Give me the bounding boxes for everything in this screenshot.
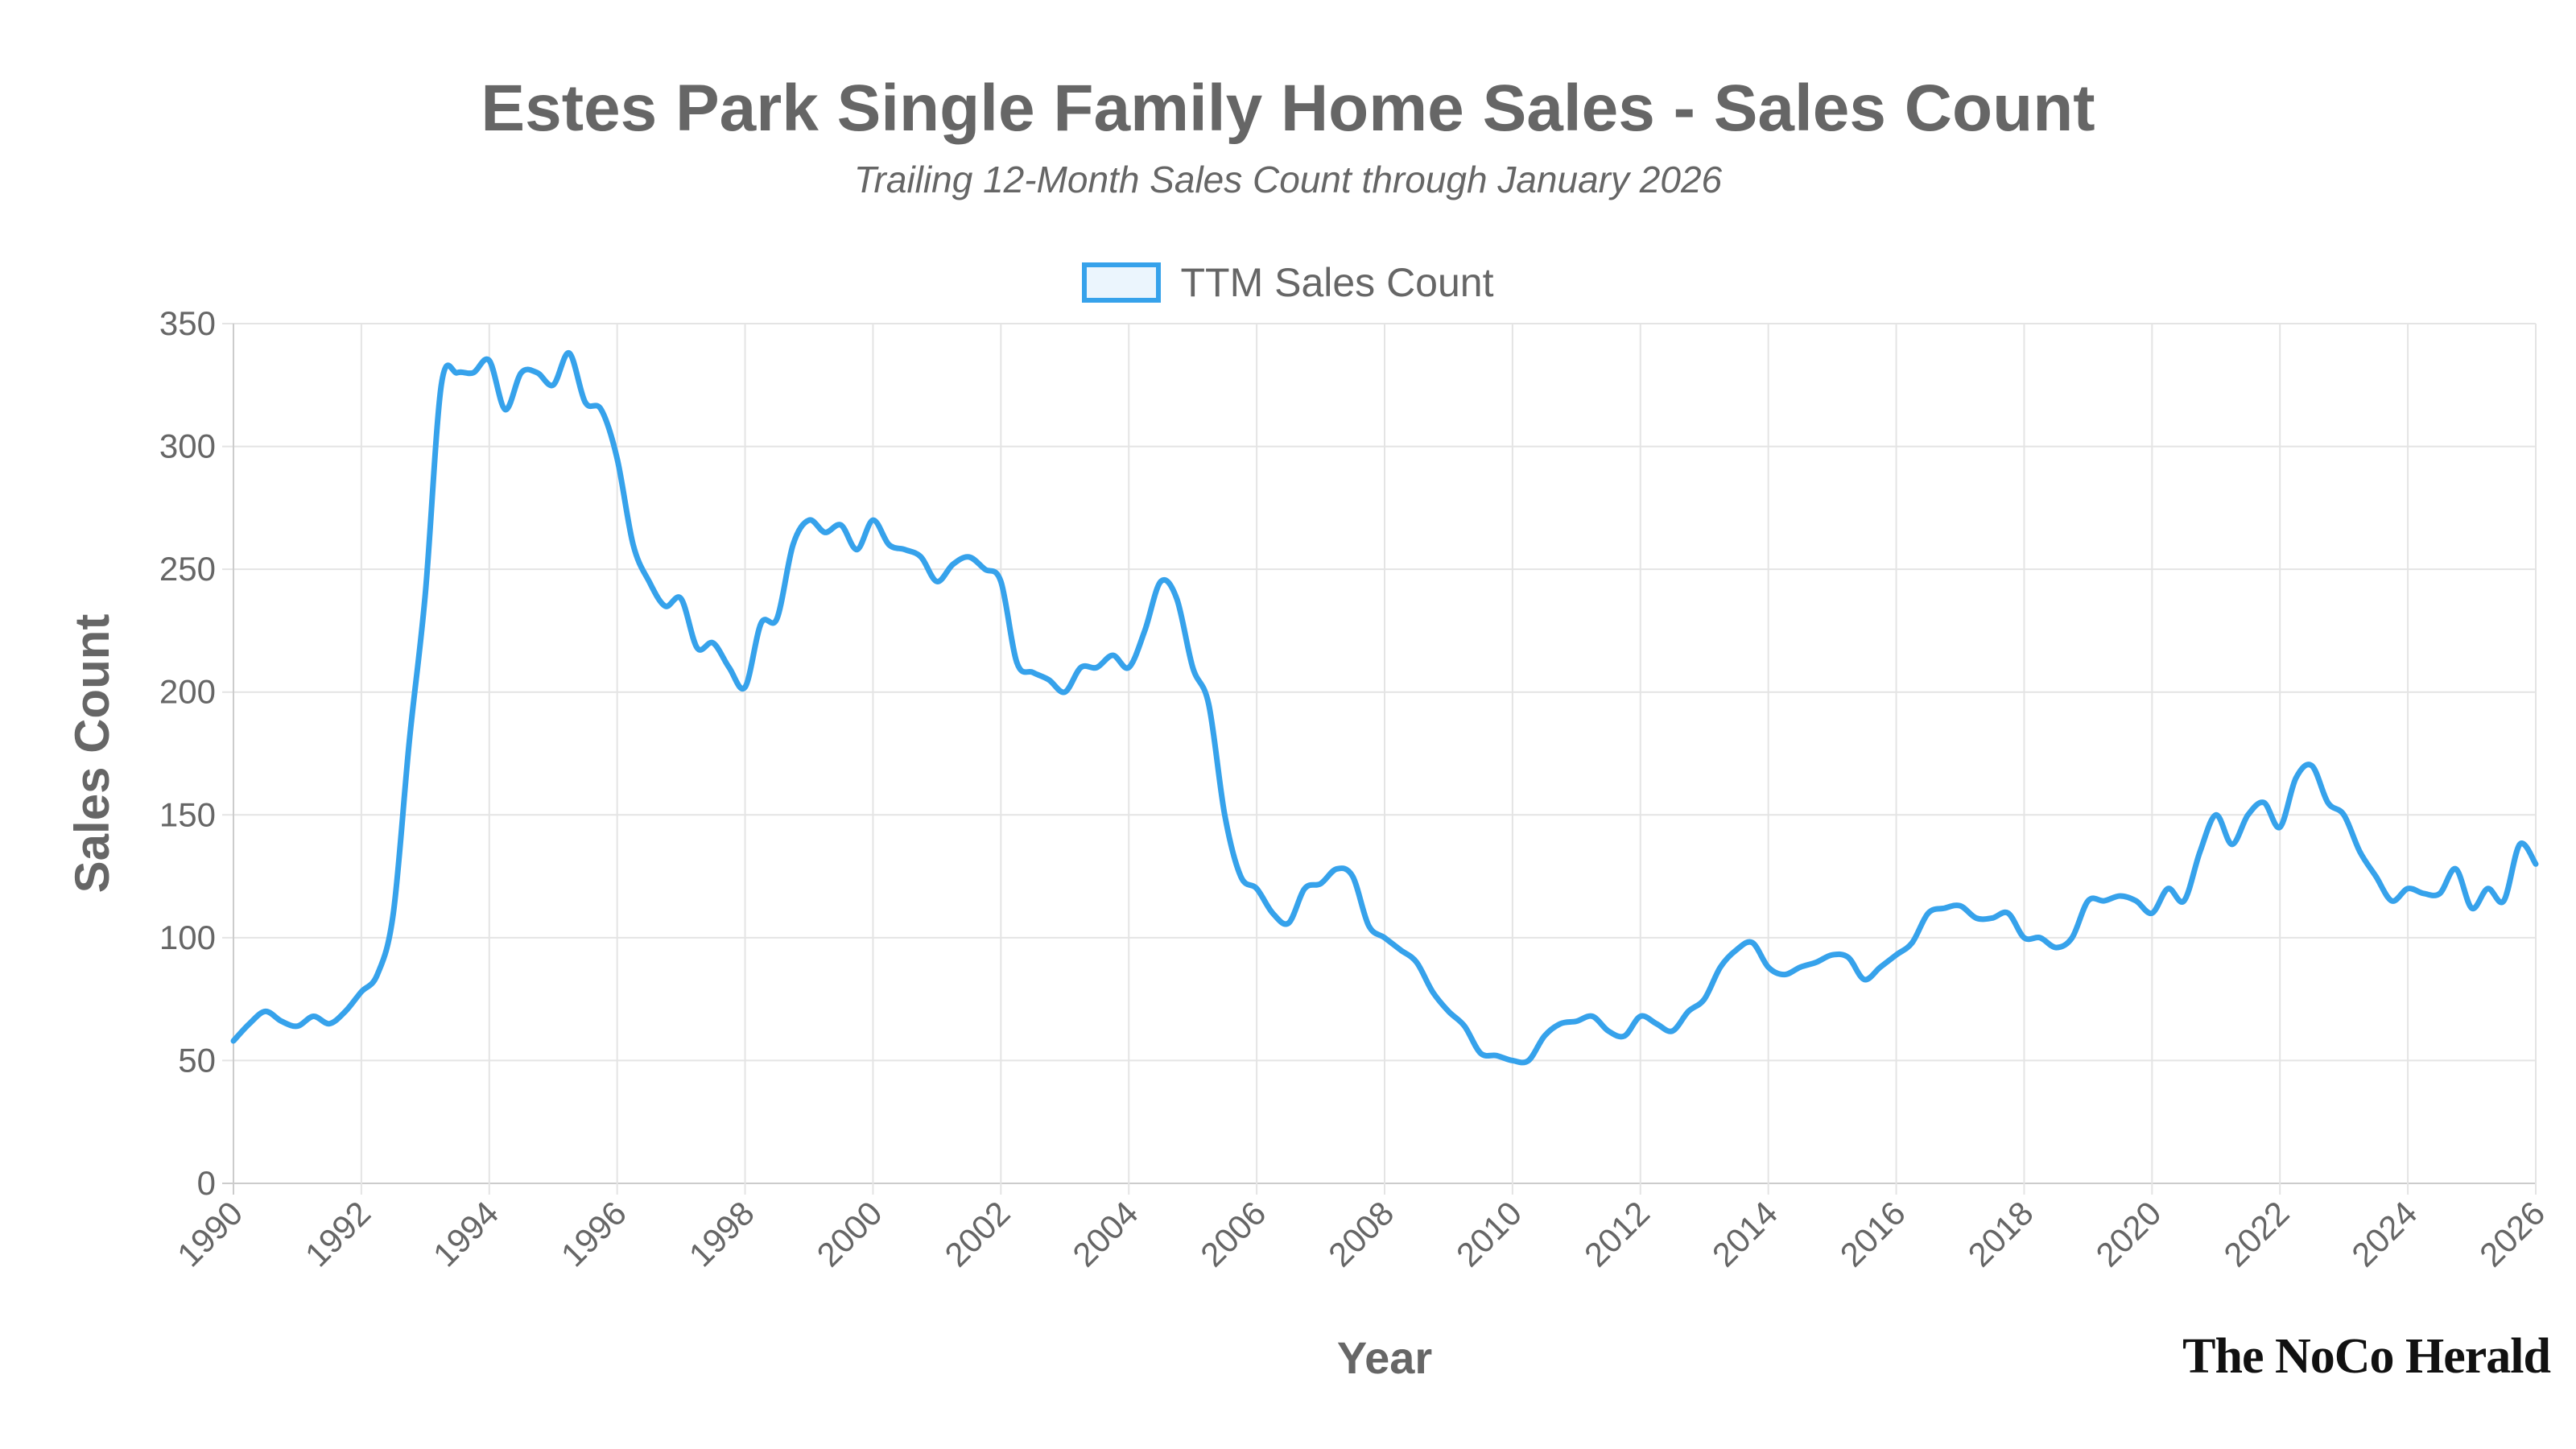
legend[interactable]: TTM Sales Count (0, 259, 2576, 306)
legend-label: TTM Sales Count (1180, 260, 1494, 305)
chart-title: Estes Park Single Family Home Sales - Sa… (481, 72, 2095, 145)
x-tick-label: 1992 (298, 1194, 378, 1274)
legend-swatch (1082, 262, 1162, 303)
x-tick-label: 2016 (1833, 1194, 1913, 1274)
x-tick-label: 2014 (1705, 1194, 1785, 1274)
y-tick-label: 100 (159, 919, 216, 956)
logo: The NoCo Herald (2182, 1329, 2551, 1384)
y-tick-label: 200 (159, 673, 216, 711)
x-tick-label: 2008 (1321, 1194, 1401, 1274)
y-axis-title: Sales Count (65, 614, 119, 894)
y-tick-label: 0 (197, 1164, 216, 1202)
x-tick-label: 2020 (2088, 1194, 2168, 1274)
y-tick-label: 350 (159, 304, 216, 342)
x-tick-label: 1990 (170, 1194, 250, 1274)
x-tick-label: 2024 (2344, 1194, 2424, 1274)
x-tick-label: 2002 (937, 1194, 1017, 1274)
y-tick-label: 300 (159, 427, 216, 465)
y-tick-label: 250 (159, 550, 216, 588)
x-tick-label: 2022 (2216, 1194, 2296, 1274)
series-line (230, 350, 2539, 1066)
x-tick-label: 1996 (554, 1194, 634, 1274)
x-tick-label: 2026 (2472, 1194, 2552, 1274)
x-tick-label: 1994 (426, 1194, 506, 1274)
x-tick-label: 2000 (810, 1194, 890, 1274)
chart-subtitle: Trailing 12-Month Sales Count through Ja… (853, 159, 1723, 200)
x-tick-label: 2010 (1449, 1194, 1529, 1274)
x-axis-title: Year (1337, 1332, 1432, 1383)
y-tick-label: 50 (178, 1041, 216, 1079)
y-tick-label: 150 (159, 795, 216, 833)
x-tick-label: 2012 (1577, 1194, 1657, 1274)
x-tick-label: 1998 (682, 1194, 762, 1274)
x-tick-label: 2004 (1065, 1194, 1145, 1274)
x-tick-label: 2006 (1193, 1194, 1273, 1274)
x-tick-label: 2018 (1961, 1194, 2041, 1274)
